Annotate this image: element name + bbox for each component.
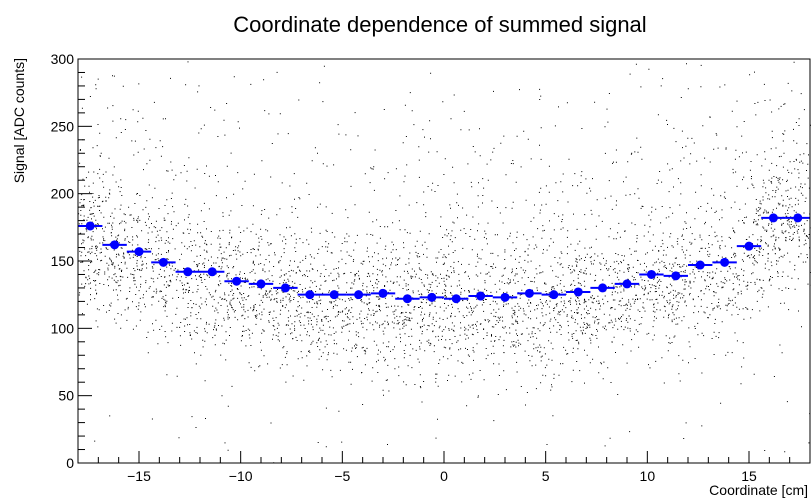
profile-marker bbox=[305, 290, 315, 300]
profile-marker bbox=[158, 257, 168, 267]
scatter-points bbox=[78, 61, 811, 464]
profile-point bbox=[761, 213, 786, 223]
y-tick-label: 150 bbox=[51, 253, 75, 269]
x-axis-label: Coordinate [cm] bbox=[709, 482, 808, 498]
profile-point bbox=[273, 283, 298, 293]
x-tick-label: 10 bbox=[640, 468, 656, 484]
profile-marker bbox=[573, 287, 583, 297]
profile-point bbox=[346, 290, 371, 300]
profile-point bbox=[712, 257, 737, 267]
profile-point bbox=[663, 271, 688, 281]
profile-point bbox=[468, 291, 493, 301]
y-tick-label: 250 bbox=[51, 118, 75, 134]
profile-marker bbox=[646, 269, 656, 279]
profile-marker bbox=[768, 213, 778, 223]
profile-point bbox=[736, 241, 762, 251]
profile-point bbox=[126, 247, 152, 257]
profile-marker bbox=[793, 213, 803, 223]
profile-point bbox=[297, 290, 322, 300]
profile-point bbox=[541, 290, 566, 300]
profile-marker bbox=[329, 290, 339, 300]
profile-point bbox=[492, 292, 518, 302]
profile-marker bbox=[207, 267, 217, 277]
y-tick-label: 0 bbox=[66, 455, 74, 471]
profile-marker bbox=[183, 267, 193, 277]
profile-point bbox=[78, 221, 103, 231]
profile-marker bbox=[134, 247, 144, 257]
profile-marker bbox=[524, 288, 534, 298]
x-tick-label: −15 bbox=[127, 468, 151, 484]
profile-marker bbox=[427, 292, 437, 302]
x-tick-label: −10 bbox=[229, 468, 253, 484]
profile-marker bbox=[549, 290, 559, 300]
profile-marker bbox=[451, 294, 461, 304]
chart-title: Coordinate dependence of summed signal bbox=[233, 12, 646, 37]
profile-point bbox=[688, 260, 713, 270]
y-tick-label: 100 bbox=[51, 320, 75, 336]
profile-point bbox=[517, 288, 542, 298]
profile-series bbox=[78, 213, 810, 304]
profile-marker bbox=[402, 294, 412, 304]
profile-point bbox=[590, 283, 615, 293]
profile-point bbox=[395, 294, 420, 304]
profile-point bbox=[444, 294, 469, 304]
profile-point bbox=[419, 292, 444, 302]
profile-marker bbox=[695, 260, 705, 270]
profile-point bbox=[200, 267, 225, 277]
scatter-point-cloud bbox=[78, 61, 811, 464]
y-axis-label: Signal [ADC counts] bbox=[11, 58, 27, 183]
profile-point bbox=[151, 257, 176, 267]
profile-marker bbox=[476, 291, 486, 301]
profile-marker bbox=[354, 290, 364, 300]
profile-marker bbox=[744, 241, 754, 251]
x-tick-label: 15 bbox=[741, 468, 757, 484]
profile-marker bbox=[280, 283, 290, 293]
x-tick-label: −5 bbox=[334, 468, 350, 484]
profile-marker bbox=[232, 276, 242, 286]
y-tick-label: 50 bbox=[58, 388, 74, 404]
profile-point bbox=[224, 276, 249, 286]
profile-point bbox=[785, 213, 810, 223]
profile-point bbox=[639, 269, 664, 279]
profile-marker bbox=[378, 288, 388, 298]
profile-point bbox=[370, 288, 396, 298]
profile-marker bbox=[671, 271, 681, 281]
profile-point bbox=[248, 279, 274, 289]
profile-marker bbox=[85, 221, 95, 231]
profile-point bbox=[322, 290, 347, 300]
profile-marker bbox=[256, 279, 266, 289]
profile-marker bbox=[110, 240, 120, 250]
profile-marker bbox=[720, 257, 730, 267]
x-tick-label: 0 bbox=[440, 468, 448, 484]
profile-point bbox=[566, 287, 591, 297]
profile-point bbox=[102, 240, 127, 250]
profile-point bbox=[175, 267, 200, 277]
y-tick-label: 200 bbox=[51, 186, 75, 202]
profile-marker bbox=[598, 283, 608, 293]
profile-marker bbox=[500, 292, 510, 302]
profile-marker bbox=[622, 279, 632, 289]
x-tick-label: 5 bbox=[542, 468, 550, 484]
profile-point bbox=[614, 279, 640, 289]
y-tick-label: 300 bbox=[51, 51, 75, 67]
